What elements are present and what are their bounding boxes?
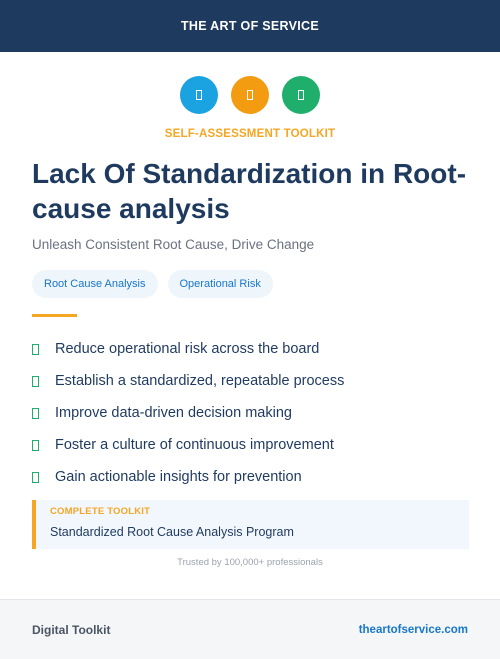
toolkit-callout: COMPLETE TOOLKIT Standardized Root Cause… [32, 500, 469, 549]
benefit-item: Gain actionable insights for prevention [32, 461, 472, 493]
benefit-item: Reduce operational risk across the board [32, 333, 472, 365]
benefit-text: Reduce operational risk across the board [55, 341, 320, 357]
benefit-text: Improve data-driven decision making [55, 405, 292, 421]
benefit-item: Foster a culture of continuous improveme… [32, 429, 472, 461]
toolkit-icon-green [282, 76, 320, 114]
footer-bar: Digital Toolkit theartofservice.com [0, 599, 500, 659]
glyph-icon [196, 90, 202, 100]
benefit-item: Establish a standardized, repeatable pro… [32, 365, 472, 397]
brand-name: THE ART OF SERVICE [180, 19, 320, 33]
check-icon [32, 471, 39, 483]
footer-label: Digital Toolkit [32, 622, 111, 637]
callout-value: Standardized Root Cause Analysis Program [50, 525, 294, 539]
toolkit-icon-blue [180, 76, 218, 114]
glyph-icon [247, 90, 253, 100]
check-icon [32, 407, 39, 419]
check-icon [32, 439, 39, 451]
kicker-label: SELF-ASSESSMENT TOOLKIT [164, 128, 336, 140]
tag-list: Root Cause Analysis Operational Risk [32, 270, 273, 298]
tag-operational-risk: Operational Risk [167, 270, 273, 298]
check-icon [32, 343, 39, 355]
header-bar: THE ART OF SERVICE [0, 0, 500, 52]
tag-root-cause-analysis: Root Cause Analysis [32, 270, 158, 298]
page-title: Lack Of Standardization in Root-cause an… [32, 158, 467, 224]
accent-divider [32, 314, 77, 317]
benefit-item: Improve data-driven decision making [32, 397, 472, 429]
glyph-icon [298, 90, 304, 100]
benefit-text: Establish a standardized, repeatable pro… [55, 373, 345, 389]
check-icon [32, 375, 39, 387]
trust-note: Trusted by 100,000+ professionals [177, 557, 323, 568]
toolkit-icon-orange [231, 76, 269, 114]
benefit-text: Gain actionable insights for prevention [55, 469, 302, 485]
website-link[interactable]: theartofservice.com [358, 623, 468, 636]
benefit-text: Foster a culture of continuous improveme… [55, 437, 334, 453]
subtitle: Unleash Consistent Root Cause, Drive Cha… [32, 237, 315, 252]
benefit-list: Reduce operational risk across the board… [32, 333, 472, 493]
icon-row [0, 76, 500, 114]
callout-label: COMPLETE TOOLKIT [50, 506, 151, 517]
